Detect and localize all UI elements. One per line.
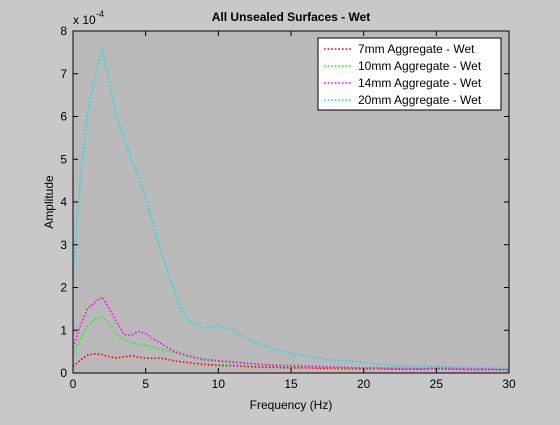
y-exponent-power: -4 [96, 9, 104, 19]
legend-entry: 14mm Aggregate - Wet [358, 76, 482, 90]
legend-box [317, 37, 502, 111]
x-tick-label: 10 [212, 377, 226, 391]
x-tick-label: 25 [430, 377, 444, 391]
y-tick-label: 2 [60, 281, 67, 295]
y-tick-label: 7 [60, 67, 67, 81]
y-tick-label: 4 [60, 195, 67, 209]
x-tick-label: 15 [284, 377, 298, 391]
legend: 7mm Aggregate - Wet 10mm Aggregate - Wet 1… [317, 37, 502, 111]
x-tick-label: 0 [70, 377, 77, 391]
series-layer [72, 47, 510, 371]
y-tick-label: 5 [60, 152, 67, 166]
series-line-3 [72, 295, 509, 370]
x-tick-label: 5 [142, 377, 149, 391]
series-line-2 [72, 315, 510, 371]
y-axis-label: Amplitude [42, 175, 56, 229]
legend-entry: 7mm Aggregate - Wet [358, 42, 475, 56]
legend-entry: 10mm Aggregate - Wet [358, 59, 482, 73]
x-axis-label: Frequency (Hz) [250, 398, 333, 412]
y-tick-label: 3 [60, 238, 67, 252]
y-tick-label: 0 [60, 366, 67, 380]
x-tick-label: 20 [357, 377, 371, 391]
x-tick-label: 30 [502, 377, 516, 391]
y-tick-label: 1 [60, 323, 67, 337]
y-exponent-base: x 10 [73, 13, 96, 27]
x-axis: 0 5 10 15 20 25 30 [70, 31, 516, 391]
y-axis: 0 1 2 3 4 5 6 7 8 [60, 24, 509, 380]
y-tick-label: 8 [60, 24, 67, 38]
legend-entry: 20mm Aggregate - Wet [358, 93, 482, 107]
series-line-4 [72, 47, 510, 370]
y-tick-label: 6 [60, 110, 67, 124]
chart-title: All Unsealed Surfaces - Wet [212, 10, 371, 24]
